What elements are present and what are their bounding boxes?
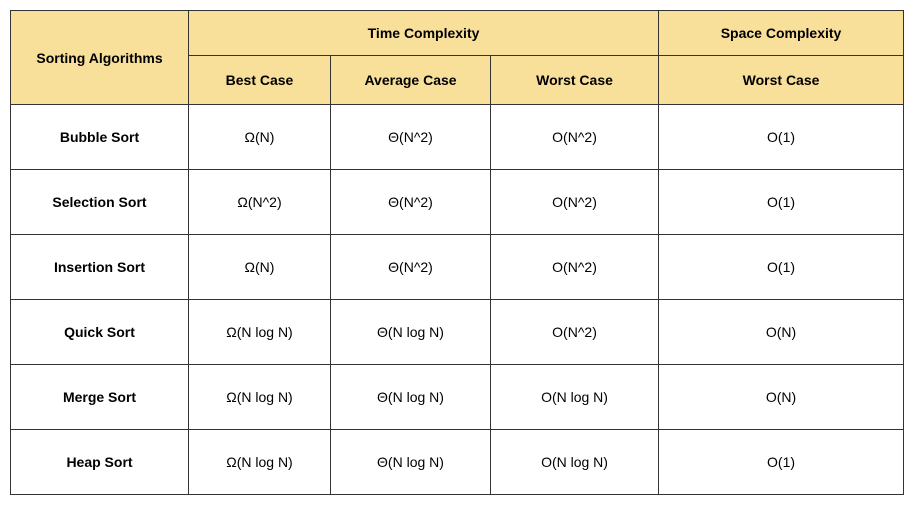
cell-avg: Θ(N log N) <box>331 430 491 495</box>
cell-algo-name: Merge Sort <box>11 365 189 430</box>
cell-worst: O(N^2) <box>491 170 659 235</box>
header-time-complexity: Time Complexity <box>189 11 659 56</box>
cell-algo-name: Insertion Sort <box>11 235 189 300</box>
cell-space: O(1) <box>659 170 904 235</box>
table-row: Bubble Sort Ω(N) Θ(N^2) O(N^2) O(1) <box>11 105 904 170</box>
cell-algo-name: Heap Sort <box>11 430 189 495</box>
cell-algo-name: Quick Sort <box>11 300 189 365</box>
header-worst-case: Worst Case <box>491 56 659 105</box>
cell-space: O(N) <box>659 300 904 365</box>
header-space-complexity: Space Complexity <box>659 11 904 56</box>
header-average-case: Average Case <box>331 56 491 105</box>
cell-worst: O(N^2) <box>491 300 659 365</box>
cell-algo-name: Selection Sort <box>11 170 189 235</box>
cell-worst: O(N log N) <box>491 430 659 495</box>
header-space-worst-case: Worst Case <box>659 56 904 105</box>
table-row: Selection Sort Ω(N^2) Θ(N^2) O(N^2) O(1) <box>11 170 904 235</box>
complexity-table: Sorting Algorithms Time Complexity Space… <box>10 10 904 495</box>
table-row: Quick Sort Ω(N log N) Θ(N log N) O(N^2) … <box>11 300 904 365</box>
cell-algo-name: Bubble Sort <box>11 105 189 170</box>
table-row: Heap Sort Ω(N log N) Θ(N log N) O(N log … <box>11 430 904 495</box>
cell-avg: Θ(N log N) <box>331 300 491 365</box>
cell-avg: Θ(N^2) <box>331 235 491 300</box>
cell-space: O(N) <box>659 365 904 430</box>
cell-best: Ω(N log N) <box>189 430 331 495</box>
cell-avg: Θ(N^2) <box>331 105 491 170</box>
table-row: Insertion Sort Ω(N) Θ(N^2) O(N^2) O(1) <box>11 235 904 300</box>
cell-worst: O(N^2) <box>491 105 659 170</box>
header-corner: Sorting Algorithms <box>11 11 189 105</box>
cell-best: Ω(N^2) <box>189 170 331 235</box>
cell-best: Ω(N) <box>189 105 331 170</box>
cell-avg: Θ(N log N) <box>331 365 491 430</box>
cell-worst: O(N log N) <box>491 365 659 430</box>
table-row: Merge Sort Ω(N log N) Θ(N log N) O(N log… <box>11 365 904 430</box>
cell-space: O(1) <box>659 430 904 495</box>
header-best-case: Best Case <box>189 56 331 105</box>
cell-space: O(1) <box>659 105 904 170</box>
cell-best: Ω(N log N) <box>189 365 331 430</box>
cell-avg: Θ(N^2) <box>331 170 491 235</box>
cell-worst: O(N^2) <box>491 235 659 300</box>
cell-best: Ω(N log N) <box>189 300 331 365</box>
table-body: Bubble Sort Ω(N) Θ(N^2) O(N^2) O(1) Sele… <box>11 105 904 495</box>
cell-best: Ω(N) <box>189 235 331 300</box>
cell-space: O(1) <box>659 235 904 300</box>
